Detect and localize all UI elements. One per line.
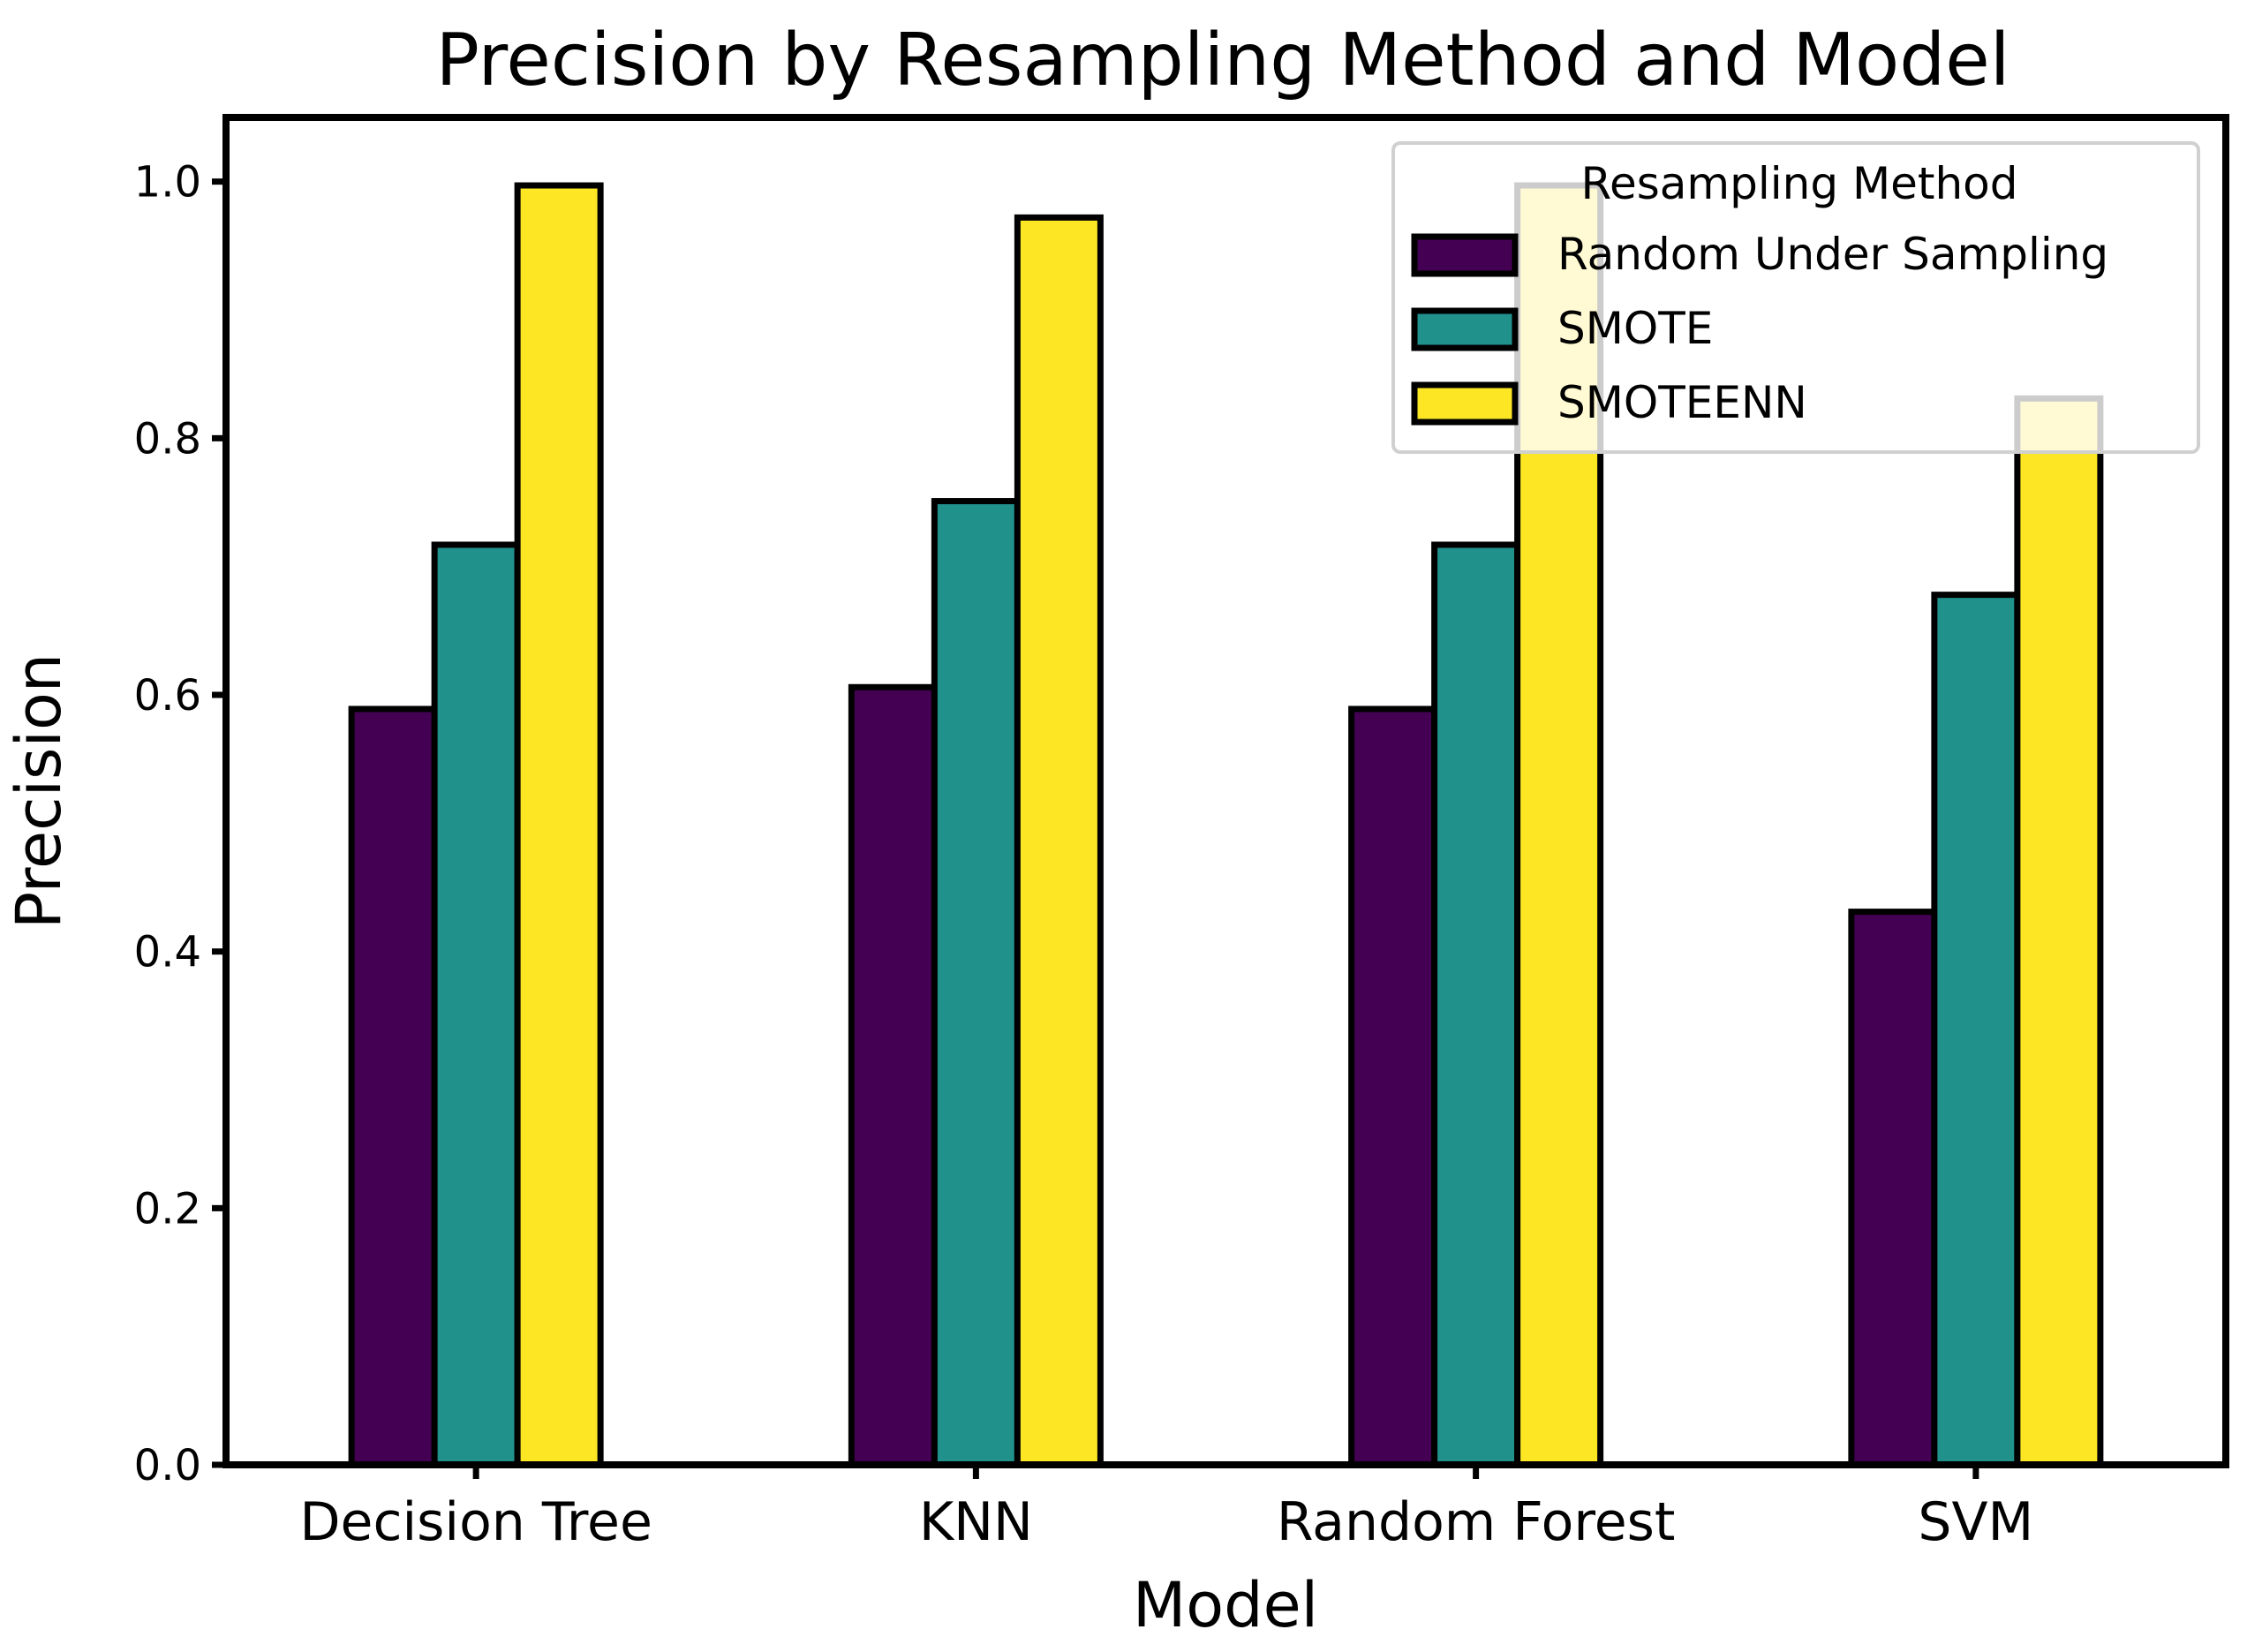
bar-smoteenn-knn <box>1014 214 1104 1468</box>
bar-random-under-sampling-knn <box>848 683 938 1468</box>
legend-swatch <box>1411 233 1519 277</box>
bar-smote-knn <box>931 498 1021 1468</box>
legend-label: Random Under Sampling <box>1557 229 2108 280</box>
bar-smote-random-forest <box>1431 541 1521 1468</box>
legend-swatch <box>1411 381 1519 426</box>
bar-random-under-sampling-decision-tree <box>348 705 438 1468</box>
chart-title: Precision by Resampling Method and Model <box>435 19 2009 102</box>
x-tick-label: Random Forest <box>1277 1491 1676 1553</box>
y-tick-label: 0.2 <box>134 1184 201 1233</box>
bar-random-under-sampling-svm <box>1848 909 1938 1468</box>
x-tick-label: SVM <box>1918 1491 2033 1553</box>
y-tick-label: 0.6 <box>134 671 201 720</box>
bar-smoteenn-svm <box>2014 395 2104 1468</box>
x-tick-label: Decision Tree <box>299 1491 652 1553</box>
plot-frame <box>222 114 2229 1468</box>
y-tick-label: 0.0 <box>134 1441 201 1490</box>
y-tick-label: 1.0 <box>134 158 201 207</box>
plot-area: 0.0 0.2 0.4 0.6 0.8 1.0 Decision Tree KNN Random… <box>134 158 2104 1553</box>
bar-smote-svm <box>1931 592 2021 1468</box>
legend-title: Resampling Method <box>1580 158 2017 209</box>
legend-label: SMOTE <box>1557 303 1713 354</box>
legend-swatch <box>1411 307 1519 351</box>
y-tick-label: 0.4 <box>134 928 201 977</box>
legend-box <box>1391 141 2200 454</box>
legend-label: SMOTEENN <box>1557 377 1807 428</box>
bar-random-under-sampling-random-forest <box>1348 705 1438 1468</box>
bar-smote-decision-tree <box>431 541 521 1468</box>
x-tick-label: KNN <box>919 1491 1033 1553</box>
x-axis-label: Model <box>1133 1569 1318 1641</box>
y-axis-label: Precision <box>3 653 75 929</box>
bar-smoteenn-decision-tree <box>514 182 604 1468</box>
legend: Resampling Method Random Under Sampling SM… <box>1391 141 2200 454</box>
y-tick-label: 0.8 <box>134 414 201 464</box>
